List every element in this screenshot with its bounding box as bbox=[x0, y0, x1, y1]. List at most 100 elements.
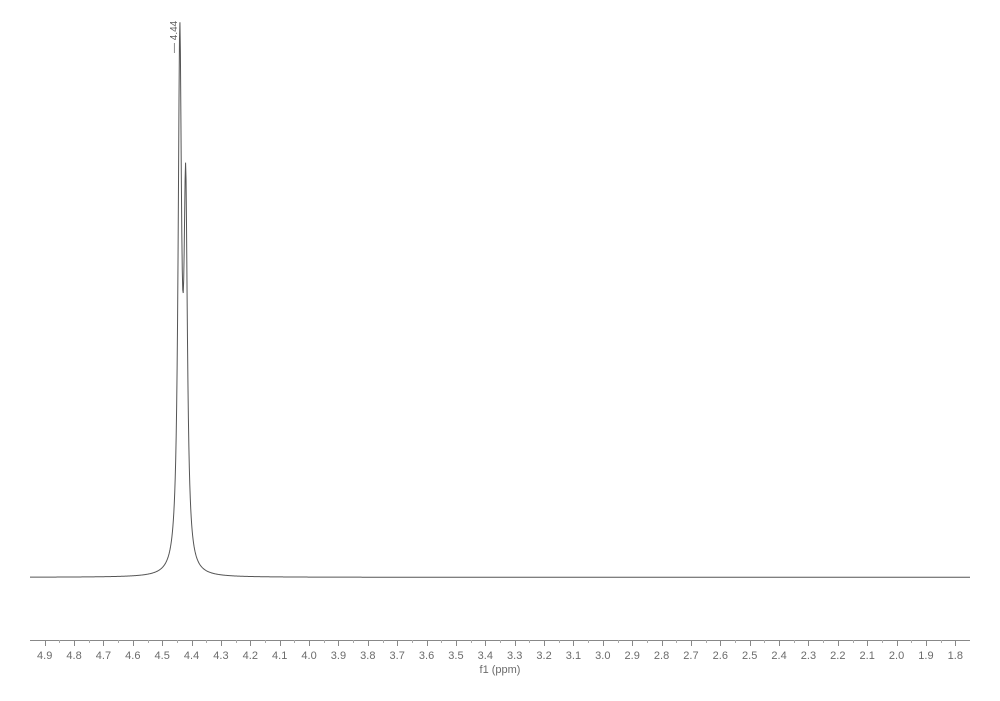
axis-tick-label: 4.2 bbox=[243, 650, 258, 662]
axis-tick bbox=[250, 640, 251, 646]
axis-tick bbox=[573, 640, 574, 646]
axis-tick-minor bbox=[823, 640, 824, 643]
axis-tick bbox=[955, 640, 956, 646]
axis-tick-label: 4.7 bbox=[96, 650, 111, 662]
axis-tick-minor bbox=[441, 640, 442, 643]
axis-tick-label: 3.5 bbox=[448, 650, 463, 662]
axis-tick bbox=[103, 640, 104, 646]
axis-tick-minor bbox=[676, 640, 677, 643]
axis-tick-label: 3.9 bbox=[331, 650, 346, 662]
axis-tick-minor bbox=[206, 640, 207, 643]
axis-tick-label: 2.5 bbox=[742, 650, 757, 662]
axis-tick bbox=[192, 640, 193, 646]
axis-tick-minor bbox=[59, 640, 60, 643]
axis-tick-minor bbox=[559, 640, 560, 643]
axis-tick-minor bbox=[853, 640, 854, 643]
axis-tick-label: 4.8 bbox=[66, 650, 81, 662]
axis-title: f1 (ppm) bbox=[480, 664, 521, 676]
axis-tick bbox=[750, 640, 751, 646]
axis-tick-minor bbox=[148, 640, 149, 643]
axis-tick bbox=[456, 640, 457, 646]
axis-tick-minor bbox=[735, 640, 736, 643]
axis-tick-label: 4.9 bbox=[37, 650, 52, 662]
axis-tick-minor bbox=[89, 640, 90, 643]
axis-tick bbox=[162, 640, 163, 646]
axis-tick-minor bbox=[324, 640, 325, 643]
axis-tick-minor bbox=[882, 640, 883, 643]
axis-tick-label: 3.8 bbox=[360, 650, 375, 662]
axis-tick-label: 4.1 bbox=[272, 650, 287, 662]
axis-tick-minor bbox=[265, 640, 266, 643]
axis-tick-label: 2.7 bbox=[683, 650, 698, 662]
axis-tick-minor bbox=[706, 640, 707, 643]
axis-tick-minor bbox=[353, 640, 354, 643]
axis-tick-label: 4.5 bbox=[155, 650, 170, 662]
axis-tick bbox=[45, 640, 46, 646]
axis-tick-label: 3.3 bbox=[507, 650, 522, 662]
axis-tick-label: 3.0 bbox=[595, 650, 610, 662]
axis-tick bbox=[74, 640, 75, 646]
axis-tick bbox=[515, 640, 516, 646]
axis-tick-label: 2.2 bbox=[830, 650, 845, 662]
axis-tick-minor bbox=[383, 640, 384, 643]
axis-tick-label: 3.4 bbox=[478, 650, 493, 662]
axis-tick-minor bbox=[911, 640, 912, 643]
axis-tick-label: 1.8 bbox=[948, 650, 963, 662]
axis-tick-label: 2.1 bbox=[860, 650, 875, 662]
axis-tick-label: 3.1 bbox=[566, 650, 581, 662]
axis-tick-label: 4.3 bbox=[213, 650, 228, 662]
axis-tick-minor bbox=[529, 640, 530, 643]
axis-tick-label: 3.6 bbox=[419, 650, 434, 662]
spectrum-canvas bbox=[30, 10, 970, 620]
axis-tick bbox=[867, 640, 868, 646]
axis-tick bbox=[632, 640, 633, 646]
axis-tick-label: 4.6 bbox=[125, 650, 140, 662]
peak-label: — 4.44 bbox=[169, 21, 180, 53]
axis-tick-label: 4.0 bbox=[301, 650, 316, 662]
axis-tick bbox=[397, 640, 398, 646]
axis-tick bbox=[691, 640, 692, 646]
axis-tick bbox=[221, 640, 222, 646]
axis-tick bbox=[368, 640, 369, 646]
axis-tick bbox=[662, 640, 663, 646]
axis-tick-label: 3.7 bbox=[390, 650, 405, 662]
axis-tick-minor bbox=[618, 640, 619, 643]
axis-tick bbox=[926, 640, 927, 646]
axis-tick bbox=[309, 640, 310, 646]
axis-tick bbox=[544, 640, 545, 646]
axis-tick-minor bbox=[412, 640, 413, 643]
axis-tick bbox=[133, 640, 134, 646]
axis-tick-label: 2.3 bbox=[801, 650, 816, 662]
axis-tick-label: 4.4 bbox=[184, 650, 199, 662]
axis-tick bbox=[838, 640, 839, 646]
axis-tick-minor bbox=[794, 640, 795, 643]
axis-tick-label: 1.9 bbox=[918, 650, 933, 662]
axis-tick bbox=[485, 640, 486, 646]
axis-tick-minor bbox=[941, 640, 942, 643]
axis-tick bbox=[427, 640, 428, 646]
axis-tick-label: 2.9 bbox=[625, 650, 640, 662]
axis-tick-label: 2.4 bbox=[771, 650, 786, 662]
spectrum-trace bbox=[30, 22, 970, 577]
axis-tick-minor bbox=[294, 640, 295, 643]
axis-tick bbox=[280, 640, 281, 646]
spectrum-plot: — 4.44 bbox=[30, 10, 970, 620]
axis-tick-minor bbox=[118, 640, 119, 643]
axis-tick-minor bbox=[177, 640, 178, 643]
axis-tick bbox=[779, 640, 780, 646]
axis-tick-minor bbox=[236, 640, 237, 643]
axis-tick-minor bbox=[647, 640, 648, 643]
axis-tick-label: 2.8 bbox=[654, 650, 669, 662]
axis-tick bbox=[897, 640, 898, 646]
axis-tick-minor bbox=[588, 640, 589, 643]
axis-tick bbox=[808, 640, 809, 646]
axis-tick-minor bbox=[764, 640, 765, 643]
axis-tick-label: 2.6 bbox=[713, 650, 728, 662]
x-axis: 4.9 4.8 4.7 4.6 4.5 4.4 4.3 4.2 4.1 4.0 3.9 3.8 3.7 3… bbox=[30, 640, 970, 690]
axis-tick bbox=[720, 640, 721, 646]
axis-tick bbox=[338, 640, 339, 646]
axis-tick-minor bbox=[500, 640, 501, 643]
axis-tick-label: 3.2 bbox=[536, 650, 551, 662]
axis-tick-label: 2.0 bbox=[889, 650, 904, 662]
axis-tick-minor bbox=[471, 640, 472, 643]
